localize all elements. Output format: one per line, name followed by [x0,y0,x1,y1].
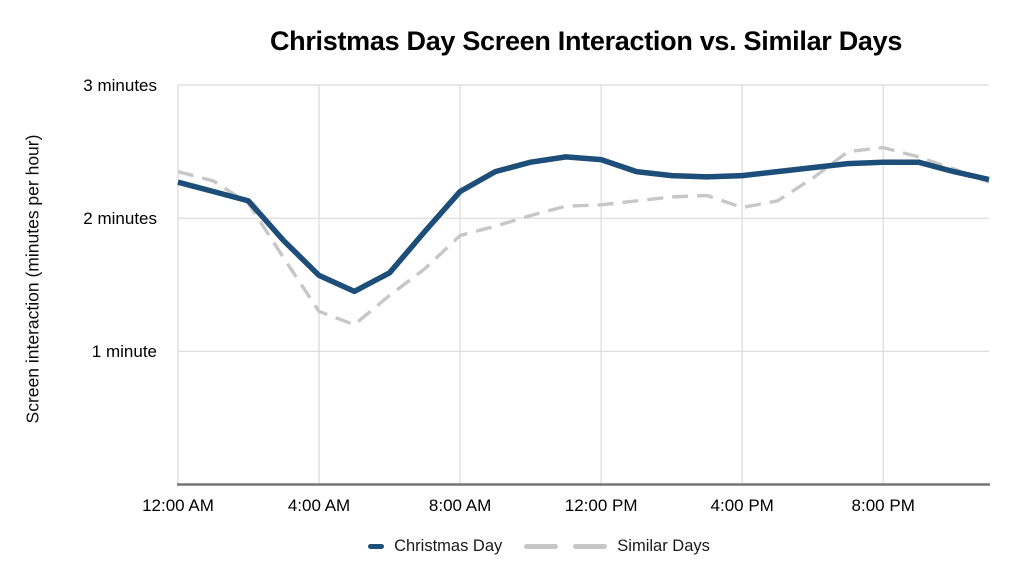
chart-legend: Christmas Day Similar Days [0,537,1024,556]
series-line-similar-days [177,145,990,327]
legend-label-christmas-day: Christmas Day [394,537,503,555]
legend-item-similar-days: Similar Days [524,537,710,556]
series-line-christmas-day [177,154,990,295]
legend-dash-1 [524,544,559,549]
legend-swatch-christmas-day [368,544,385,549]
legend-swatch-similar-days [524,544,608,549]
legend-dash-2 [573,544,608,549]
legend-item-christmas-day: Christmas Day [368,537,502,556]
chart-title: Christmas Day Screen Interaction vs. Sim… [269,26,903,56]
legend-label-similar-days: Similar Days [617,537,710,555]
